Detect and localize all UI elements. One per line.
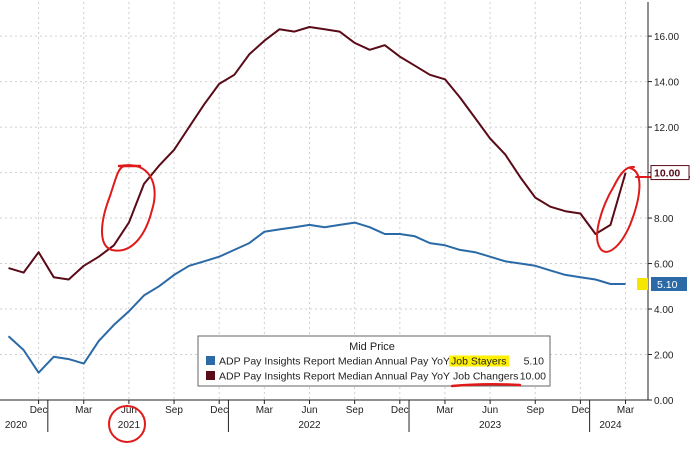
legend-swatch-changers — [206, 371, 215, 380]
x-tick-label: Sep — [346, 405, 364, 416]
x-year-label: 2021 — [118, 420, 141, 431]
legend-title: Mid Price — [349, 341, 395, 353]
legend-swatch-stayers — [206, 356, 215, 365]
changers-value-label: 10.00 — [654, 168, 680, 180]
x-tick-label: Mar — [75, 405, 93, 416]
series-line-job-stayers — [7, 221, 626, 374]
y-tick-label: 12.00 — [654, 123, 679, 134]
changers-value-badge — [650, 165, 690, 181]
x-tick-label: Mar — [256, 405, 274, 416]
x-year-label: 2022 — [298, 420, 321, 431]
legend-label-changers: ADP Pay Insights Report Median Annual Pa… — [219, 371, 450, 383]
y-tick-label: 4.00 — [654, 305, 674, 316]
x-tick-label: Sep — [526, 405, 544, 416]
legend-underline-annotation — [450, 382, 522, 388]
x-year-label: 2024 — [599, 420, 622, 431]
x-tick-label: Jun — [482, 405, 498, 416]
x-tick-label: Dec — [210, 405, 228, 416]
red-circle-2024-jump — [596, 165, 641, 253]
legend-value-stayers: 5.10 — [524, 356, 545, 368]
red-circle-2021-axis — [108, 405, 146, 443]
value-labels: 5.10 10.00 — [637, 165, 690, 292]
x-tick-label: Sep — [165, 405, 183, 416]
y-tick-label: 14.00 — [654, 78, 679, 89]
y-tick-label: 0.00 — [654, 396, 674, 407]
x-tick-label: Dec — [391, 405, 409, 416]
legend-highlight-text-stayers: Job Stayers — [451, 356, 506, 368]
series-line-job-changers — [8, 26, 627, 281]
legend: Mid Price ADP Pay Insights Report Median… — [197, 335, 551, 388]
series-lines — [7, 26, 627, 374]
legend-highlight-text-changers: Job Changers — [453, 371, 518, 383]
y-tick-label: 6.00 — [654, 260, 674, 271]
x-tick-label: Dec — [30, 405, 48, 416]
stayers-highlight-marker — [637, 278, 648, 291]
legend-highlight-stayers — [449, 355, 509, 367]
gridlines — [0, 2, 648, 401]
x-tick-label: Jun — [301, 405, 317, 416]
x-tick-label: Mar — [617, 405, 635, 416]
x-year-label: 2020 — [5, 420, 28, 431]
stayers-value-badge — [651, 277, 687, 292]
stayers-value-label: 5.10 — [657, 279, 678, 291]
y-tick-label: 2.00 — [654, 351, 674, 362]
y-tick-label: 16.00 — [654, 32, 679, 43]
x-year-label: 2023 — [479, 420, 502, 431]
x-tick-label: Jun — [121, 405, 137, 416]
red-circle-2021-rise — [101, 164, 156, 252]
x-tick-label: Mar — [436, 405, 454, 416]
legend-label-stayers: ADP Pay Insights Report Median Annual Pa… — [219, 356, 450, 368]
x-tick-label: Dec — [572, 405, 590, 416]
y-tick-label: 8.00 — [654, 214, 674, 225]
legend-value-changers: 10.00 — [520, 371, 546, 383]
